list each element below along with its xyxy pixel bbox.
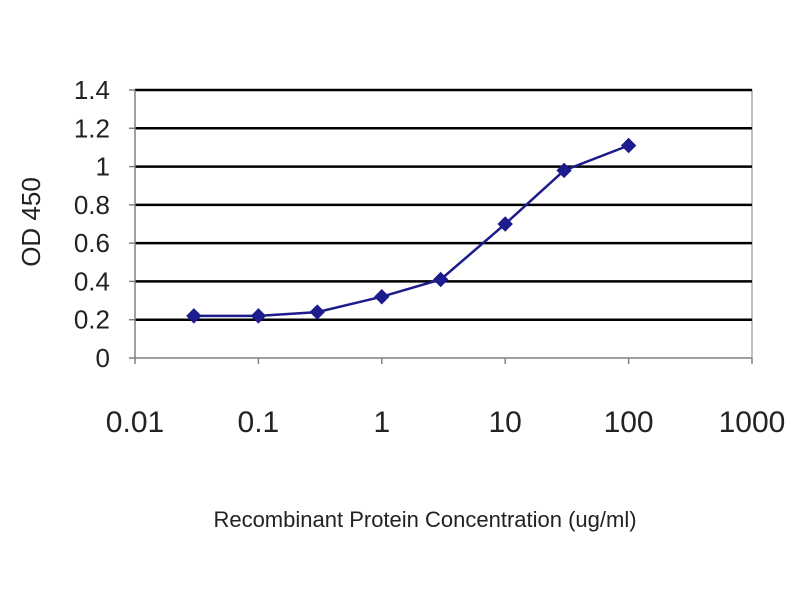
y-tick-labels: 0 0.2 0.4 0.6 0.8 1 1.2 1.4	[74, 75, 110, 373]
x-tick-label-3: 10	[489, 406, 522, 439]
data-point-4	[432, 271, 449, 288]
x-tick-label-0: 0.01	[106, 406, 164, 439]
gridlines	[135, 88, 752, 321]
plot-background	[134, 89, 753, 359]
y-axis-label: OD 450	[16, 177, 46, 267]
y-tick-label-3: 0.6	[74, 228, 110, 258]
y-tick-label-0: 0	[96, 343, 110, 373]
data-point-2	[309, 304, 325, 320]
axes	[129, 89, 753, 364]
y-tick-label-7: 1.4	[74, 75, 110, 105]
data-point-0	[186, 308, 202, 324]
y-tick-label-2: 0.4	[74, 266, 110, 296]
x-tick-label-4: 100	[604, 406, 654, 439]
plot-area	[134, 89, 753, 359]
series	[186, 137, 637, 324]
y-tick-label-1: 0.2	[74, 305, 110, 335]
x-axis-label: Recombinant Protein Concentration (ug/ml…	[213, 507, 636, 532]
data-point-6	[556, 162, 572, 179]
y-tick-label-6: 1.2	[74, 113, 110, 143]
x-tick-labels: 0.01 0.1 1 10 100 1000	[106, 406, 786, 439]
data-point-1	[250, 308, 267, 324]
data-point-5	[497, 216, 513, 232]
y-tick-label-4: 0.8	[74, 190, 110, 220]
series-line-0	[193, 144, 630, 318]
x-tick-label-5: 1000	[719, 406, 786, 439]
x-tick-label-1: 0.1	[238, 406, 280, 439]
data-point-7	[620, 137, 637, 154]
y-tick-label-5: 1	[96, 152, 110, 182]
data-point-3	[374, 289, 390, 305]
x-tick-label-2: 1	[373, 406, 390, 439]
